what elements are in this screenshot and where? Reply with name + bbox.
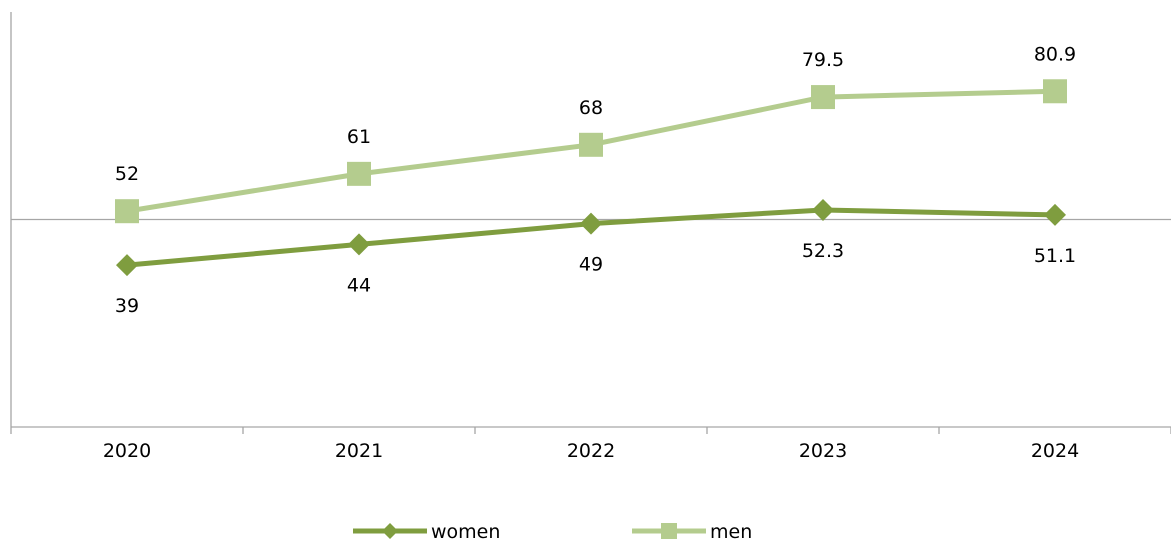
x-tick-label: 2024 — [1031, 440, 1079, 462]
data-point-women — [116, 254, 138, 277]
legend-item-men: men — [632, 521, 752, 540]
data-point-men — [115, 199, 139, 224]
data-point-women — [812, 198, 834, 221]
data-label-men: 79.5 — [802, 49, 844, 71]
legend-swatch-marker — [382, 523, 398, 539]
legend-label: men — [710, 521, 752, 540]
data-label-women: 44 — [347, 274, 371, 296]
data-point-men — [347, 161, 371, 186]
x-tick-label: 2021 — [335, 440, 383, 462]
legend-item-women: women — [353, 521, 500, 540]
data-point-women — [348, 233, 370, 256]
data-point-men — [579, 132, 603, 157]
data-point-women — [1044, 203, 1066, 226]
data-point-men — [1043, 79, 1067, 104]
legend-swatch-marker — [661, 523, 677, 539]
data-label-women: 52.3 — [802, 240, 844, 262]
data-labels: 52 61 68 79.5 80.9 39 44 49 52.3 51.1 — [115, 43, 1076, 317]
data-point-men — [811, 85, 835, 110]
x-tick-label: 2022 — [567, 440, 615, 462]
data-label-women: 49 — [579, 254, 603, 276]
data-point-women — [580, 212, 602, 235]
data-label-men: 61 — [347, 126, 371, 148]
data-label-women: 51.1 — [1034, 245, 1076, 267]
x-tick-labels: 2020 2021 2022 2023 2024 — [103, 440, 1079, 462]
data-label-men: 52 — [115, 163, 139, 185]
legend: women men — [353, 521, 752, 540]
x-tick-label: 2020 — [103, 440, 151, 462]
legend-label: women — [431, 521, 500, 540]
data-label-men: 80.9 — [1034, 43, 1076, 65]
x-tick-label: 2023 — [799, 440, 847, 462]
data-label-men: 68 — [579, 97, 603, 119]
series-markers — [115, 79, 1067, 277]
data-label-women: 39 — [115, 295, 139, 317]
